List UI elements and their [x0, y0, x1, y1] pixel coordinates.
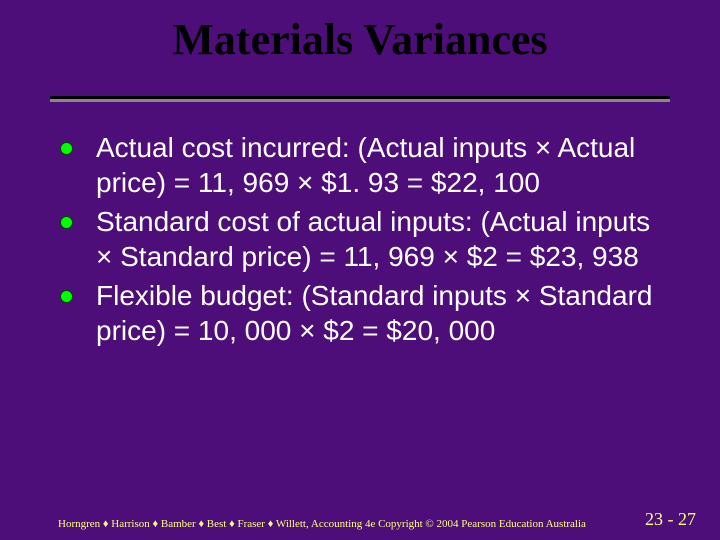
list-item: Flexible budget: (Standard inputs × Stan… [60, 278, 670, 348]
footer: Horngren ♦ Harrison ♦ Bamber ♦ Best ♦ Fr… [0, 510, 720, 532]
slide: Materials Variances Actual cost incurred… [0, 0, 720, 540]
slide-body: Actual cost incurred: (Actual inputs × A… [60, 130, 670, 352]
title-underline [50, 96, 670, 102]
title-area: Materials Variances [0, 0, 720, 122]
list-item: Standard cost of actual inputs: (Actual … [60, 204, 670, 274]
page-number: 23 - 27 [645, 509, 696, 530]
bullet-list: Actual cost incurred: (Actual inputs × A… [60, 130, 670, 348]
slide-title: Materials Variances [0, 14, 720, 65]
list-item: Actual cost incurred: (Actual inputs × A… [60, 130, 670, 200]
copyright-text: Horngren ♦ Harrison ♦ Bamber ♦ Best ♦ Fr… [58, 518, 586, 530]
